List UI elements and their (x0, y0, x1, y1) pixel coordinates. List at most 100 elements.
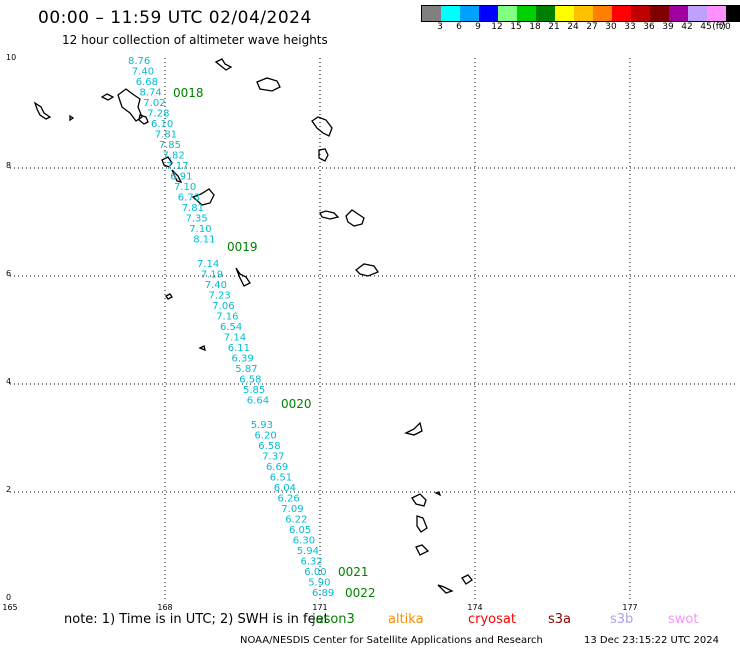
wave-height-labels: 8.767.406.688.747.027.286.107.817.857.82… (128, 56, 334, 599)
legend-label: 33 (624, 22, 636, 32)
wave-height-label: 5.90 (308, 578, 330, 589)
lon-label: 177 (622, 603, 637, 612)
lat-label: 2 (6, 485, 11, 494)
lat-label: 6 (6, 269, 11, 278)
wave-height-label: 6.58 (258, 441, 280, 452)
wave-height-label: 6.68 (136, 77, 158, 88)
satellite-altika: altika (388, 612, 424, 627)
wave-height-label: 6.58 (239, 375, 261, 386)
wave-height-label: 6.64 (247, 396, 269, 407)
wave-height-label: 6.11 (228, 343, 250, 354)
wave-height-label: 7.81 (155, 130, 177, 141)
legend-swatch (441, 6, 460, 21)
wave-height-label: 7.37 (262, 452, 284, 463)
wave-height-label: 7.02 (143, 98, 165, 109)
lat-lon-grid (10, 58, 735, 600)
wave-height-label: 7.17 (166, 161, 188, 172)
island-outline (355, 263, 379, 277)
island-outline (416, 515, 428, 533)
island-outline (69, 114, 75, 122)
legend-label: 39 (662, 22, 674, 32)
legend-label: 36 (643, 22, 655, 32)
credit-text: NOAA/NESDIS Center for Satellite Applica… (240, 635, 543, 646)
wave-height-label: 7.40 (132, 67, 154, 78)
wave-height-label: 7.82 (163, 151, 185, 162)
island-outline (311, 116, 333, 137)
legend-label: 18 (529, 22, 541, 32)
wave-height-label: 6.73 (178, 193, 200, 204)
legend-label: 30 (605, 22, 617, 32)
wave-height-label: 5.85 (243, 385, 265, 396)
wave-height-label: 8.76 (128, 56, 150, 67)
island-outline (256, 77, 281, 92)
wave-height-label: 7.19 (201, 270, 223, 281)
legend-swatch (669, 6, 688, 21)
wave-height-label: 7.85 (159, 140, 181, 151)
island-outline (345, 209, 365, 227)
pass-id-label: 0019 (227, 240, 258, 254)
legend-swatch (555, 6, 574, 21)
island-outline (138, 114, 149, 125)
legend-swatch (422, 6, 441, 21)
legend-label: 15 (510, 22, 522, 32)
wave-height-label: 6.05 (289, 525, 311, 536)
island-outline (318, 148, 329, 162)
island-outline (319, 210, 340, 220)
footer-note: note: 1) Time is in UTC; 2) SWH is in fe… (64, 612, 329, 627)
legend-swatch (536, 6, 555, 21)
legend-swatch (612, 6, 631, 21)
legend-label: 42 (681, 22, 693, 32)
wave-height-label: 6.26 (278, 494, 300, 505)
legend-swatch (650, 6, 669, 21)
wave-height-label: 7.40 (205, 280, 227, 291)
lat-label: 4 (6, 377, 11, 386)
island-outline (100, 93, 115, 101)
legend-label: 27 (586, 22, 598, 32)
legend-label: 45 (700, 22, 712, 32)
wave-height-label: 7.10 (189, 224, 211, 235)
wave-height-label: 7.16 (216, 312, 238, 323)
lon-label: 171 (312, 603, 327, 612)
pass-id-labels: 0018 0019 0020 0021 0022 (173, 86, 376, 600)
satellite-s3a: s3a (548, 612, 572, 627)
map-subtitle: 12 hour collection of altimeter wave hei… (62, 33, 328, 47)
island-outline (415, 544, 430, 556)
satellite-jason3: jason3 (312, 612, 355, 627)
wave-height-label: 7.28 (147, 109, 169, 120)
legend-swatch (707, 6, 726, 21)
legend-label: 21 (548, 22, 560, 32)
island-outline (117, 88, 143, 122)
wave-height-label: 5.93 (251, 420, 273, 431)
wave-height-label: 8.74 (140, 88, 162, 99)
wave-height-label: 5.94 (297, 546, 319, 557)
wave-height-label: 7.35 (186, 214, 208, 225)
wave-height-label: 6.00 (304, 567, 326, 578)
pass-id-label: 0018 (173, 86, 204, 100)
lat-label: 0 (6, 593, 11, 602)
wave-height-label: 5.87 (235, 364, 257, 375)
wave-height-label: 7.23 (209, 291, 231, 302)
island-outline (461, 574, 473, 585)
wave-height-label: 6.39 (232, 354, 254, 365)
legend-swatch (726, 6, 740, 21)
island-outline (235, 267, 251, 287)
island-outline (171, 169, 183, 183)
pass-id-label: 0021 (338, 565, 369, 579)
legend-swatch (574, 6, 593, 21)
legend-label: 6 (456, 22, 462, 32)
lat-label: 8 (6, 161, 11, 170)
legend-swatch (517, 6, 536, 21)
timestamp-text: 13 Dec 23:15:22 UTC 2024 (584, 635, 719, 646)
lon-label: 174 (467, 603, 482, 612)
island-outline (434, 491, 442, 497)
legend-label: 70 (719, 22, 731, 32)
wave-height-label: 7.06 (212, 301, 234, 312)
island-outline (411, 493, 427, 507)
legend-swatch (460, 6, 479, 21)
legend-swatch (498, 6, 517, 21)
wave-height-label: 6.89 (312, 588, 334, 599)
legend-unit: (ft) (712, 22, 726, 32)
legend-swatch (688, 6, 707, 21)
color-legend (421, 5, 740, 22)
